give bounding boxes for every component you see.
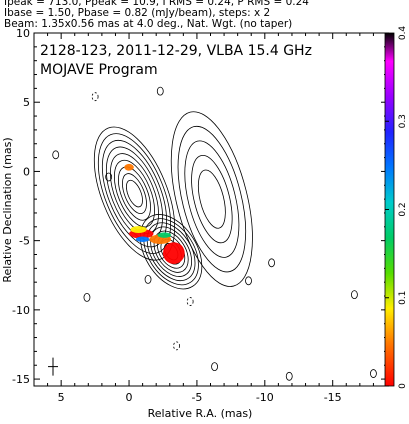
contour-level <box>143 218 199 286</box>
noise-contour <box>211 362 218 372</box>
colorbar-tick-label: 0.2 <box>398 202 408 216</box>
chart-subtitle: MOJAVE Program <box>40 62 158 78</box>
noise-contour <box>285 371 293 381</box>
noise-contour <box>245 276 252 286</box>
header-line-3: Beam: 1.35x0.56 mas at 4.0 deg., Nat. Wg… <box>4 18 293 30</box>
x-axis-label: Relative R.A. (mas) <box>148 407 253 420</box>
contour-lines <box>93 111 253 290</box>
y-tick-label: 10 <box>16 27 30 40</box>
x-tick-label: -5 <box>191 391 202 404</box>
contour-level <box>191 155 233 244</box>
contour-level <box>101 139 167 248</box>
y-tick-label: 5 <box>23 96 30 109</box>
noise-contours <box>52 86 377 381</box>
colorbar: 0.4 0.3 0.2 0.1 0 <box>384 26 408 389</box>
y-tick-label: -5 <box>19 235 30 248</box>
contour-level <box>109 153 159 234</box>
y-axis-ticks: 10 5 0 -5 -10 -15 <box>12 27 387 386</box>
x-tick-label: 0 <box>126 391 133 404</box>
noise-contour <box>83 293 91 302</box>
x-axis-ticks: 5 0 -5 -10 -15 <box>47 33 374 404</box>
chart-title: 2128-123, 2011-12-29, VLBA 15.4 GHz <box>40 43 312 59</box>
y-axis-label: Relative Declination (mas) <box>1 137 14 282</box>
x-tick-label: -15 <box>324 391 342 404</box>
contour-level <box>153 230 189 273</box>
polarization-patch <box>162 242 185 264</box>
y-tick-label: 0 <box>23 165 30 178</box>
colorbar-tick-label: 0.3 <box>398 114 408 128</box>
polarization-patch <box>124 163 134 171</box>
header-line-1: Ipeak = 713.0, Ppeak = 10.9, I RMS = 0.2… <box>4 0 309 8</box>
header-line-2: Ibase = 1.50, Pbase = 0.82 (mJy/beam), s… <box>4 7 271 19</box>
contour-level <box>122 173 147 214</box>
colorbar-tick-label: 0.4 <box>398 26 408 41</box>
noise-contour <box>105 172 113 182</box>
contour-level <box>113 159 155 228</box>
noise-contour <box>91 92 99 102</box>
y-tick-label: -15 <box>12 373 30 386</box>
noise-contour <box>351 290 358 300</box>
contour-level <box>170 111 253 287</box>
noise-contour <box>144 275 152 284</box>
noise-contour <box>370 369 377 378</box>
noise-contour <box>173 341 180 351</box>
polarization-patch <box>130 226 147 233</box>
contour-level <box>177 125 247 273</box>
y-tick-label: -10 <box>12 304 30 317</box>
plot-frame <box>33 32 388 387</box>
beam-marker <box>48 357 59 376</box>
contour-level <box>93 126 176 261</box>
polarization-patch <box>157 232 172 238</box>
x-tick-label: 5 <box>58 391 65 404</box>
contour-level <box>118 166 151 221</box>
contour-level <box>197 169 226 229</box>
contour-level <box>126 179 143 208</box>
contour-level <box>146 222 196 282</box>
contour-level <box>184 140 240 258</box>
contour-level <box>150 226 193 277</box>
colorbar-tick-label: 0 <box>398 383 408 389</box>
noise-contour <box>156 86 164 96</box>
contour-level <box>97 133 172 254</box>
noise-contour <box>52 150 60 160</box>
polarization-patch <box>135 236 150 242</box>
x-tick-label: -10 <box>256 391 274 404</box>
noise-contour <box>268 258 275 268</box>
noise-contour <box>186 297 194 306</box>
contour-level <box>139 214 203 290</box>
colorbar-tick-label: 0.1 <box>398 291 408 305</box>
